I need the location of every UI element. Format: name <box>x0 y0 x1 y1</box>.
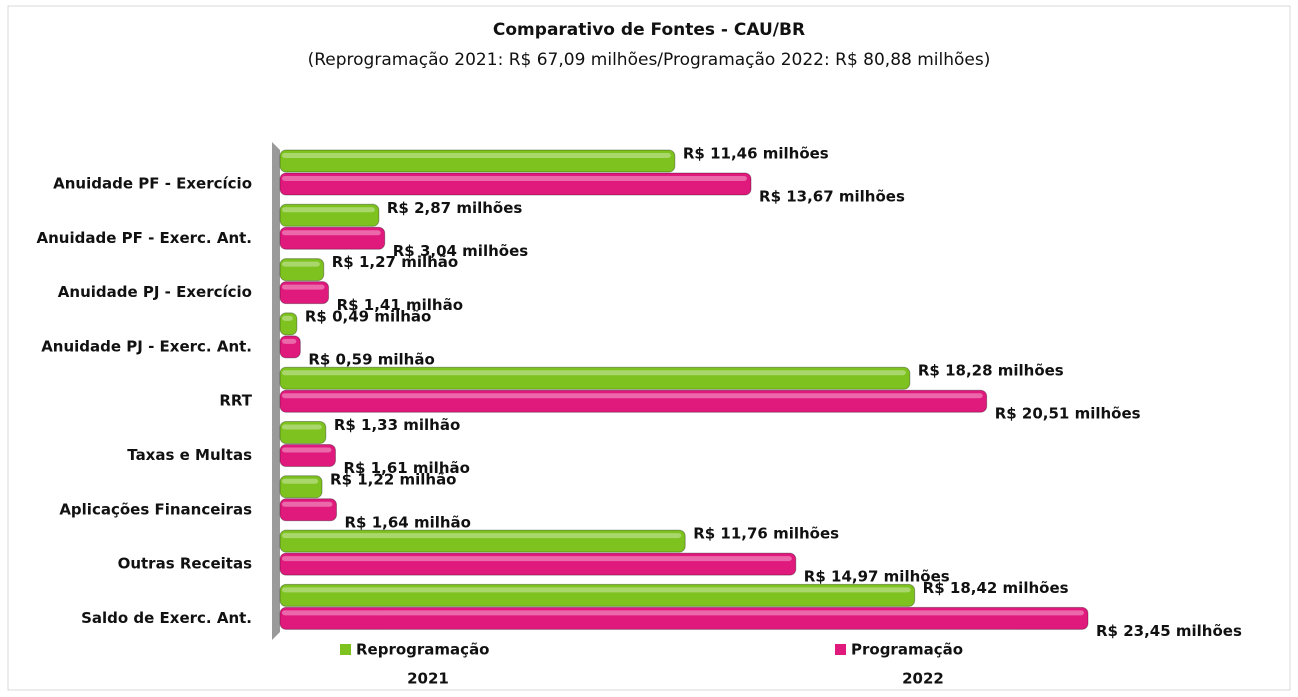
value-label: R$ 14,97 milhões <box>804 568 950 586</box>
value-label: R$ 1,33 milhão <box>334 416 460 434</box>
bar-shine <box>282 370 906 376</box>
legend-year: 2022 <box>902 670 944 688</box>
value-label: R$ 2,87 milhões <box>387 199 523 217</box>
chart-subtitle: (Reprogramação 2021: R$ 67,09 milhões/Pr… <box>308 50 991 70</box>
bar <box>279 226 386 250</box>
bar <box>279 475 323 499</box>
bar <box>279 366 911 390</box>
value-label: R$ 13,67 milhões <box>759 188 905 206</box>
bar-shine <box>282 447 332 453</box>
value-label: R$ 20,51 milhões <box>995 405 1141 423</box>
bar <box>279 258 325 282</box>
bar <box>279 312 298 336</box>
bar <box>279 203 380 227</box>
category-label: Anuidade PF - Exerc. Ant. <box>37 229 252 247</box>
legend-swatch <box>835 644 846 655</box>
category-label: RRT <box>219 392 252 410</box>
bar <box>279 606 1089 630</box>
chart-border <box>7 5 1291 691</box>
bar <box>279 335 301 359</box>
bar <box>279 444 336 467</box>
value-label: R$ 18,42 milhões <box>923 579 1069 597</box>
bar-shine <box>282 424 322 430</box>
bar-shine <box>282 610 1084 616</box>
bar <box>279 529 686 553</box>
bar-shine <box>282 315 293 321</box>
category-label: Anuidade PF - Exercício <box>53 175 252 193</box>
value-label: R$ 23,45 milhões <box>1096 622 1242 640</box>
bar-shine <box>282 338 297 344</box>
bar-shine <box>282 176 748 181</box>
bar-shine <box>282 230 381 236</box>
legend-label: Programação <box>851 641 963 659</box>
category-label: Anuidade PJ - Exerc. Ant. <box>41 337 252 355</box>
legend-year: 2021 <box>407 670 449 688</box>
category-label: Aplicações Financeiras <box>59 500 252 518</box>
bar-shine <box>282 261 320 267</box>
bar-shine <box>282 207 375 213</box>
bar-shine <box>282 284 325 290</box>
chart-title: Comparativo de Fontes - CAU/BR <box>493 20 805 40</box>
value-label: R$ 1,22 milhão <box>330 470 456 488</box>
value-label: R$ 0,49 milhão <box>305 307 431 325</box>
bar <box>279 172 752 196</box>
bar-shine <box>282 501 333 507</box>
bar <box>279 421 327 444</box>
value-label: R$ 3,04 milhões <box>393 242 529 260</box>
category-label: Outras Receitas <box>118 555 252 573</box>
bar <box>279 583 916 607</box>
bar <box>279 281 330 305</box>
bar-shine <box>282 393 983 399</box>
value-label: R$ 0,59 milhão <box>308 350 434 368</box>
value-label: R$ 1,61 milhão <box>343 459 469 477</box>
bar <box>279 149 676 173</box>
bar <box>279 552 797 576</box>
category-label: Saldo de Exerc. Ant. <box>81 609 252 627</box>
category-label: Taxas e Multas <box>127 446 252 464</box>
legend-label: Reprogramação <box>356 641 490 659</box>
value-label: R$ 1,27 milhão <box>332 253 458 271</box>
legend-swatch <box>340 644 351 655</box>
axis-wall <box>272 142 280 640</box>
value-label: R$ 18,28 milhões <box>918 362 1064 380</box>
bar-shine <box>282 478 319 484</box>
value-label: R$ 11,46 milhões <box>683 145 829 163</box>
bar-shine <box>282 533 682 539</box>
category-label: Anuidade PJ - Exercício <box>58 283 252 301</box>
bar <box>279 498 338 522</box>
value-label: R$ 1,41 milhão <box>337 296 463 314</box>
bar-shine <box>282 587 911 593</box>
value-label: R$ 1,64 milhão <box>345 513 471 531</box>
bar-shine <box>282 556 792 562</box>
bar-shine <box>282 153 671 158</box>
value-label: R$ 11,76 milhões <box>693 525 839 543</box>
bar <box>279 389 988 413</box>
